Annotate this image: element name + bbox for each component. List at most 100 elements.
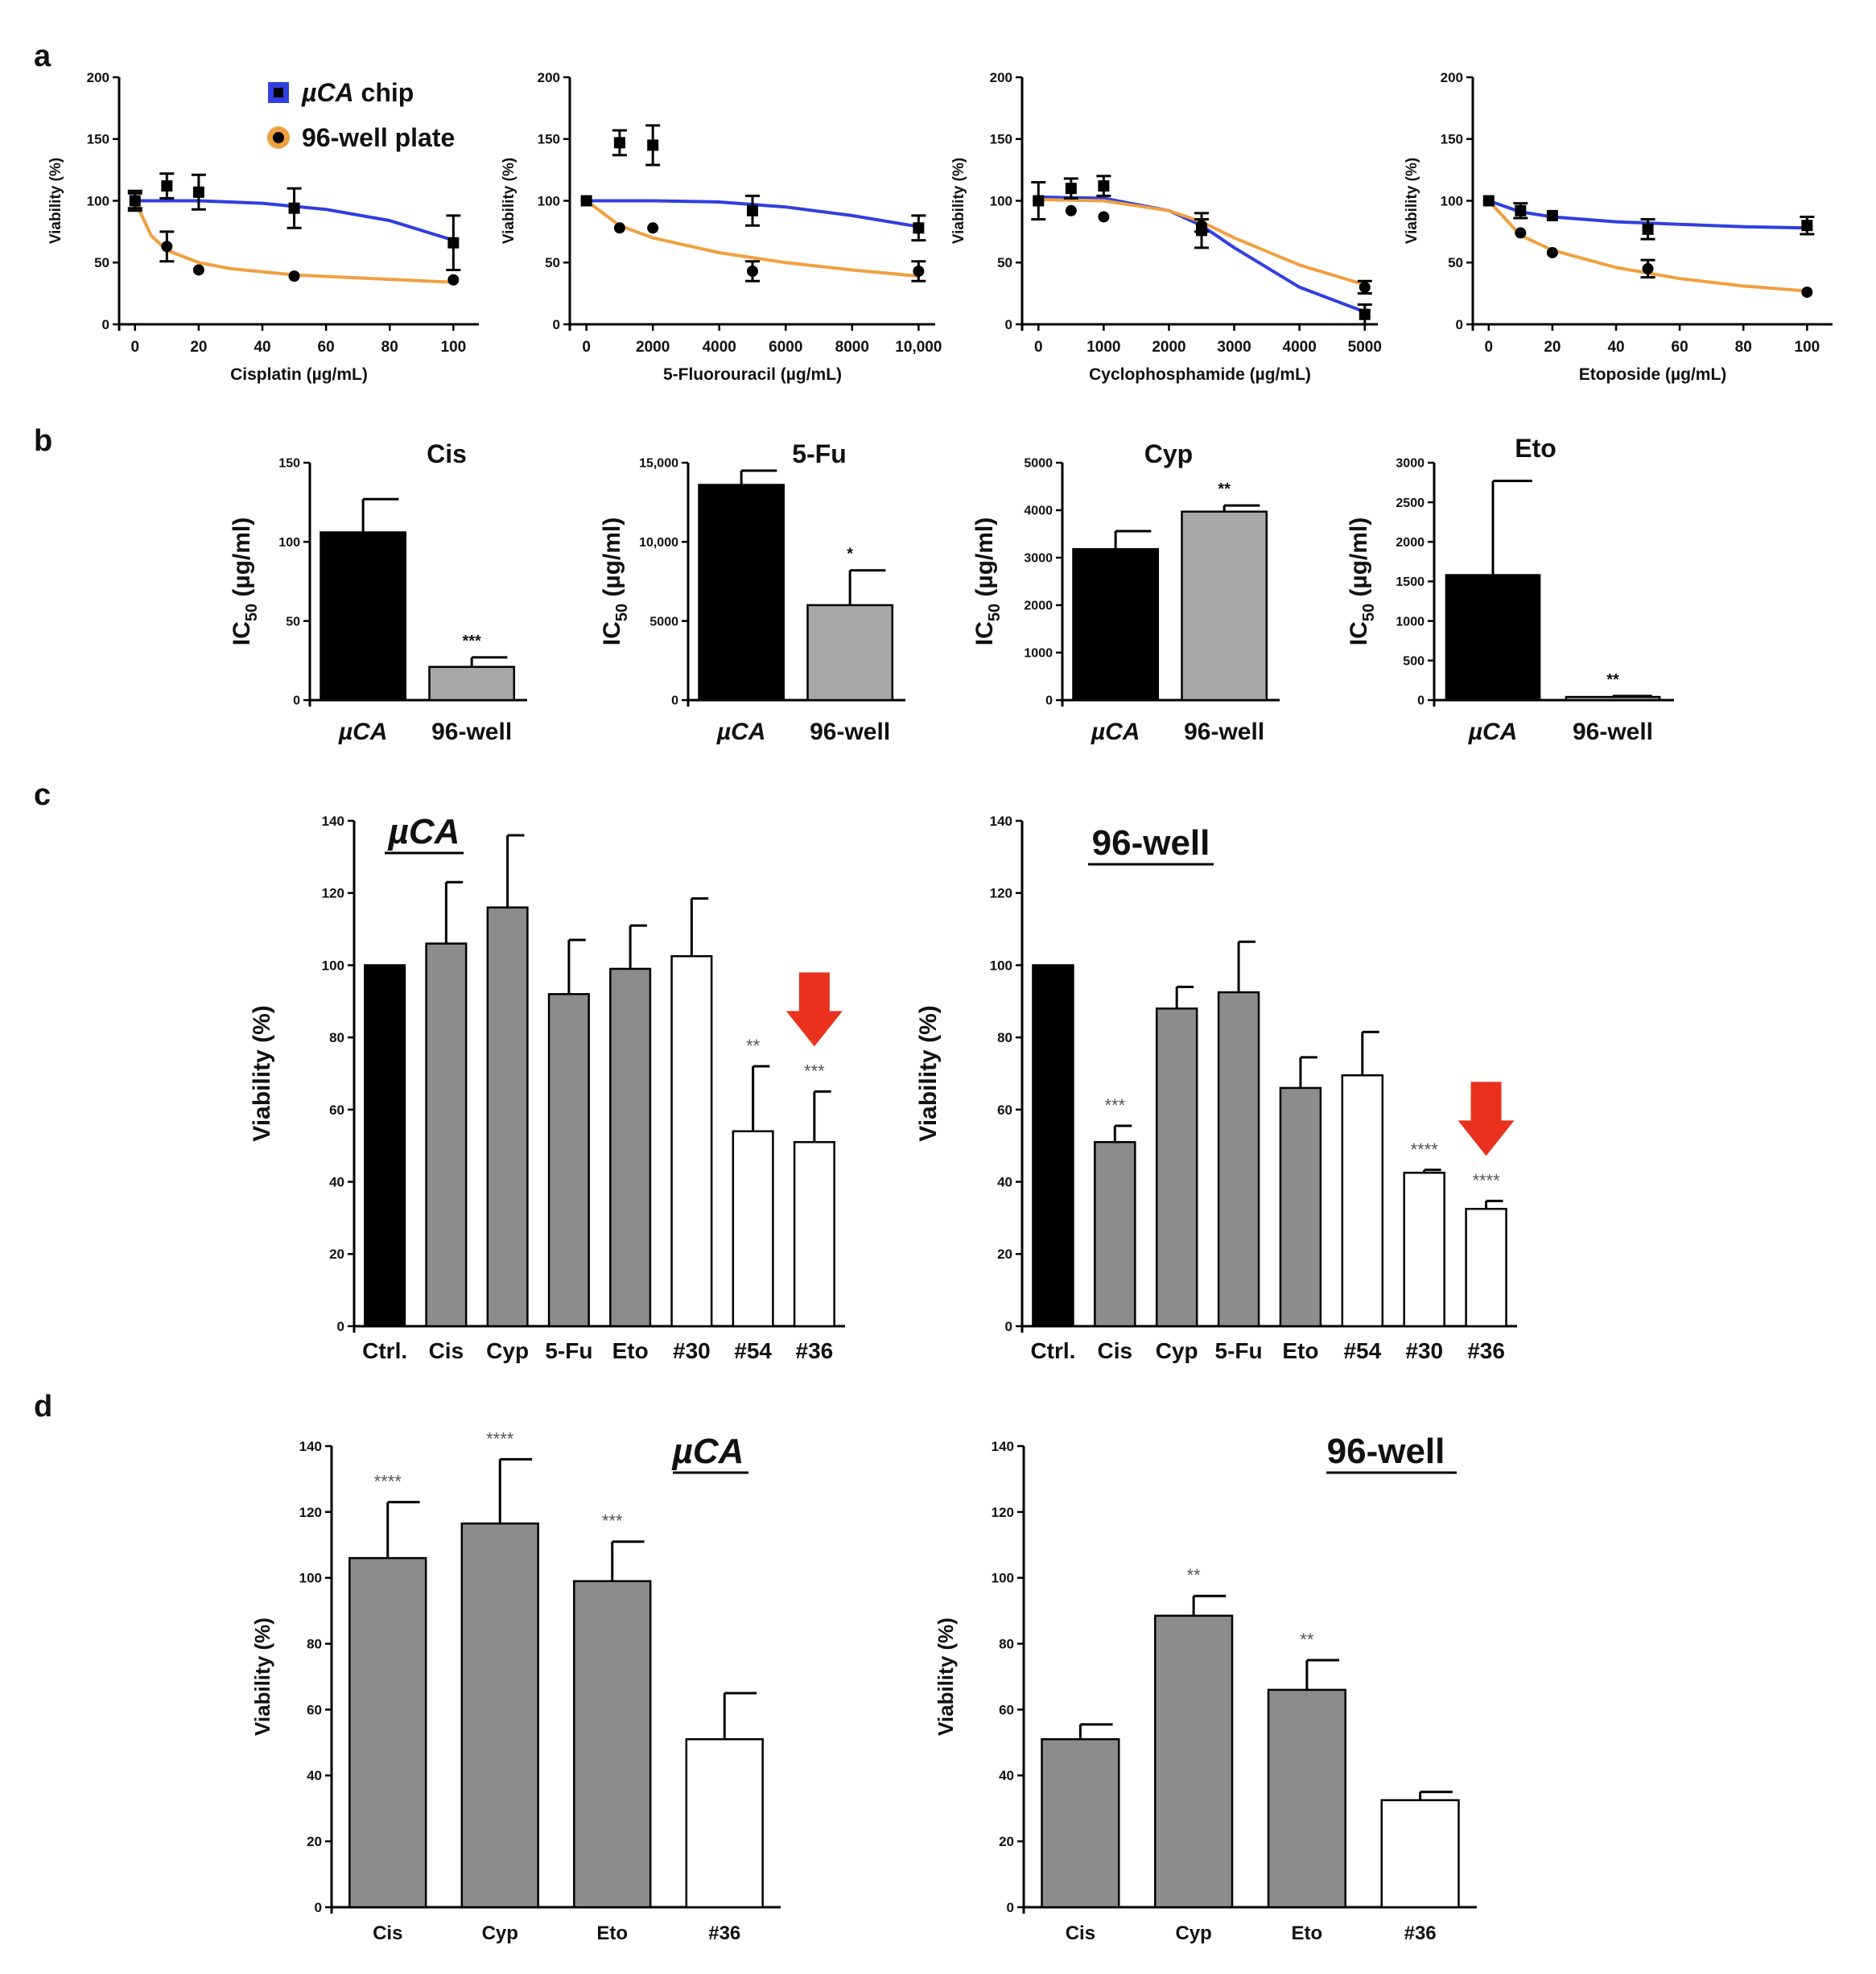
y-axis-label-rest: (µg/ml) (971, 517, 998, 604)
y-tick-label: 50 (1448, 255, 1463, 270)
bar (1154, 1614, 1234, 1909)
y-axis-label-sub: 50 (1360, 604, 1378, 621)
category-label: Eto (612, 1338, 649, 1363)
data-point-circle (288, 270, 300, 282)
y-tick-label: 200 (87, 70, 109, 85)
x-tick-label: 2000 (1152, 339, 1185, 356)
data-point-circle (129, 195, 141, 207)
category-label: #54 (734, 1338, 772, 1363)
y-tick-label: 80 (307, 1637, 322, 1652)
chart-title: µCA (387, 812, 460, 851)
significance-label: **** (1472, 1170, 1500, 1190)
category-label: #36 (1467, 1338, 1505, 1363)
chart-title: 96-well (1327, 1432, 1445, 1471)
category-label: Cis (373, 1922, 402, 1944)
x-tick-label: 20 (1544, 339, 1561, 356)
x-axis-label: Cyclophosphamide (µg/mL) (1089, 365, 1311, 384)
significance-label: *** (602, 1511, 623, 1531)
data-point-circle (1033, 195, 1045, 207)
y-axis-label-sub: 50 (986, 604, 1004, 621)
y-axis-label-rest: (µg/ml) (599, 517, 625, 604)
y-axis-label-main: IC (599, 621, 625, 645)
x-tick-label: 40 (1607, 339, 1624, 356)
x-tick-label: 0 (582, 339, 591, 356)
y-axis-label: Viability (%) (915, 1005, 942, 1141)
data-point-square (1359, 308, 1371, 320)
data-point-circle (1801, 286, 1813, 299)
data-point-circle (192, 264, 204, 276)
category-label: Cis (1098, 1338, 1133, 1363)
chart-d2: 0 20 40 60 80 100 120 140 Cis Cyp ** Eto ** #36 96-wel… (934, 1432, 1477, 1944)
y-tick-label: 0 (315, 1900, 322, 1915)
data-point-square (447, 237, 460, 249)
category-label: 96-well (1573, 719, 1653, 745)
y-axis-label-rest: (µg/ml) (229, 517, 255, 604)
y-axis-label: IC50 (µg/ml) (229, 517, 261, 646)
data-point-square (1098, 180, 1110, 192)
data-point-square (1065, 183, 1077, 195)
significance-label: ** (1218, 480, 1231, 498)
x-tick-label: 2000 (636, 339, 670, 356)
chart-a4: 0 50 100 150 200 0 20 40 60 80 100 Etoposide (µg/mL… (1404, 70, 1833, 384)
category-label: #30 (1405, 1338, 1443, 1363)
y-tick-label: 0 (553, 317, 560, 332)
category-label: #36 (796, 1338, 834, 1363)
y-tick-label: 150 (1441, 132, 1463, 147)
x-tick-label: 10,000 (895, 339, 942, 356)
x-tick-label: 5000 (1348, 339, 1382, 356)
y-axis-label: Viability (%) (249, 1005, 275, 1141)
category-label: 5-Fu (1215, 1338, 1263, 1363)
category-label: 96-well (1184, 719, 1264, 745)
y-tick-label: 140 (992, 1439, 1014, 1454)
data-point-square (288, 202, 300, 214)
y-tick-label: 3000 (1024, 552, 1053, 566)
bar (1565, 695, 1661, 702)
y-tick-label: 140 (322, 814, 344, 829)
significance-label: *** (804, 1061, 825, 1081)
category-label: Eto (1292, 1922, 1323, 1944)
category-label: #36 (1404, 1922, 1437, 1944)
significance-label: ** (746, 1036, 761, 1056)
data-point-square (613, 137, 625, 149)
y-tick-label: 60 (329, 1102, 344, 1118)
panel-letter-c: c (34, 778, 51, 812)
significance-label: **** (374, 1472, 402, 1492)
data-point-circle (747, 265, 758, 277)
x-tick-label: 4000 (703, 339, 736, 356)
data-point-square (1515, 204, 1527, 216)
x-tick-label: 3000 (1217, 339, 1251, 356)
y-axis-label-main: IC (1346, 621, 1372, 645)
data-point-circle (1482, 195, 1495, 207)
x-tick-label: 0 (130, 339, 139, 356)
y-tick-label: 100 (87, 193, 109, 208)
category-label: 5-Fu (545, 1338, 592, 1363)
chart-b2: 0 5000 10,000 15,000 µCA 96-well * 5-Fu IC50 (µg… (599, 439, 905, 745)
y-tick-label: 60 (307, 1702, 322, 1717)
y-tick-label: 60 (999, 1702, 1014, 1717)
y-tick-label: 100 (322, 958, 344, 973)
y-axis-label: Viability (%) (47, 158, 64, 244)
data-point-circle (161, 241, 173, 253)
y-axis-label: IC50 (µg/ml) (599, 517, 631, 646)
data-point-square (647, 139, 659, 151)
x-axis-label: 5-Fluorouracil (µg/mL) (663, 365, 842, 384)
y-tick-label: 200 (990, 70, 1012, 85)
y-tick-label: 20 (999, 1834, 1014, 1849)
y-tick-label: 2500 (1396, 497, 1425, 510)
y-tick-label: 40 (329, 1175, 344, 1190)
bar (364, 964, 406, 1328)
y-tick-label: 80 (999, 1637, 1014, 1652)
bar (1217, 991, 1260, 1328)
y-tick-label: 20 (329, 1247, 344, 1262)
data-point-circle (647, 222, 659, 234)
y-axis-label-main: IC (229, 621, 255, 645)
x-tick-label: 20 (190, 339, 207, 356)
category-label: Cis (1066, 1922, 1095, 1944)
y-tick-label: 150 (278, 457, 300, 471)
y-tick-label: 80 (329, 1030, 344, 1045)
y-tick-label: 50 (286, 615, 300, 628)
bar (320, 531, 407, 702)
bar (1279, 1086, 1322, 1328)
y-tick-label: 100 (990, 193, 1012, 208)
